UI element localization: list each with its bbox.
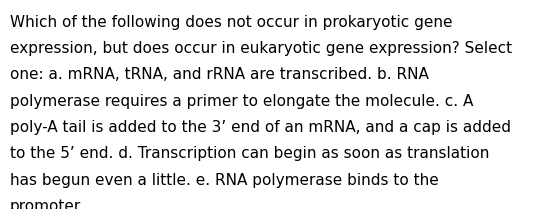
Text: Which of the following does not occur in prokaryotic gene: Which of the following does not occur in… xyxy=(10,15,453,30)
Text: one: a. mRNA, tRNA, and rRNA are transcribed. b. RNA: one: a. mRNA, tRNA, and rRNA are transcr… xyxy=(10,67,429,82)
Text: promoter.: promoter. xyxy=(10,199,85,209)
Text: to the 5’ end. d. Transcription can begin as soon as translation: to the 5’ end. d. Transcription can begi… xyxy=(10,146,489,161)
Text: has begun even a little. e. RNA polymerase binds to the: has begun even a little. e. RNA polymera… xyxy=(10,173,439,188)
Text: poly-A tail is added to the 3’ end of an mRNA, and a cap is added: poly-A tail is added to the 3’ end of an… xyxy=(10,120,511,135)
Text: expression, but does occur in eukaryotic gene expression? Select: expression, but does occur in eukaryotic… xyxy=(10,41,512,56)
Text: polymerase requires a primer to elongate the molecule. c. A: polymerase requires a primer to elongate… xyxy=(10,94,473,109)
